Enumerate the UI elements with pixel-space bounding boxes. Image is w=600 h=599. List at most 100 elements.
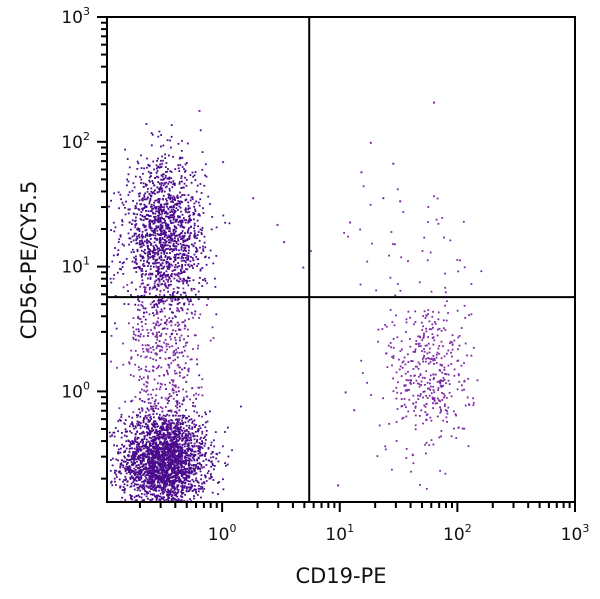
data-point: [141, 301, 144, 304]
data-point: [160, 209, 163, 211]
data-point: [119, 451, 122, 454]
data-point: [148, 462, 151, 465]
data-point: [184, 421, 187, 424]
data-point: [171, 317, 174, 320]
data-point: [153, 493, 155, 496]
data-point: [137, 449, 140, 452]
data-point: [439, 406, 441, 409]
data-point: [139, 318, 142, 320]
data-point: [141, 439, 144, 441]
data-point: [132, 182, 135, 185]
data-point: [167, 488, 169, 491]
data-point: [429, 382, 431, 385]
data-point: [135, 458, 138, 461]
data-point: [400, 256, 403, 259]
data-point: [138, 317, 141, 320]
data-point: [384, 448, 387, 451]
data-point: [398, 368, 401, 371]
data-point: [174, 266, 176, 269]
data-point: [144, 236, 147, 238]
data-point: [184, 452, 187, 455]
data-point: [143, 468, 145, 470]
data-point: [160, 318, 163, 321]
data-point: [165, 181, 168, 184]
data-point: [408, 389, 410, 391]
data-point: [119, 268, 121, 270]
data-point: [145, 438, 148, 441]
data-point: [155, 352, 158, 355]
data-point: [166, 327, 169, 330]
data-point: [189, 434, 192, 436]
data-point: [162, 144, 165, 147]
data-point: [173, 458, 176, 461]
data-point: [133, 470, 136, 473]
data-point: [152, 262, 154, 265]
data-point: [182, 414, 184, 417]
data-point: [451, 344, 454, 346]
data-point: [161, 467, 164, 470]
data-point: [193, 450, 195, 453]
data-point: [159, 480, 162, 482]
data-point: [170, 239, 172, 242]
data-point: [123, 467, 126, 470]
data-point: [194, 334, 197, 337]
data-point: [201, 440, 203, 442]
data-point: [142, 219, 145, 222]
data-point: [184, 439, 187, 442]
data-point: [194, 464, 197, 466]
data-point: [169, 466, 172, 469]
data-point: [155, 388, 158, 390]
data-point: [205, 430, 208, 432]
data-point: [166, 424, 169, 426]
data-point: [392, 346, 395, 349]
data-point: [201, 467, 204, 469]
data-point: [154, 231, 156, 234]
data-point: [177, 328, 180, 331]
data-point: [184, 199, 187, 202]
data-point: [172, 463, 175, 466]
data-point: [136, 452, 138, 455]
data-point: [409, 338, 411, 340]
data-point: [155, 334, 158, 337]
data-point: [174, 475, 177, 478]
data-point: [153, 378, 156, 381]
data-point: [169, 230, 171, 233]
data-point: [161, 346, 164, 349]
data-point: [177, 324, 179, 327]
data-point: [153, 420, 156, 423]
data-point: [197, 231, 200, 233]
data-point: [137, 456, 139, 458]
data-point: [189, 398, 191, 401]
data-point: [164, 338, 167, 341]
data-point: [409, 345, 412, 348]
data-point: [444, 272, 446, 275]
data-point: [143, 294, 146, 297]
data-point: [190, 439, 193, 442]
data-point: [166, 267, 169, 270]
data-point: [168, 176, 171, 179]
data-point: [122, 273, 125, 275]
data-point: [149, 442, 152, 444]
data-point: [161, 497, 163, 500]
data-point: [187, 462, 190, 465]
data-point: [150, 265, 152, 268]
data-point: [178, 469, 180, 472]
data-point: [143, 499, 145, 501]
data-point: [170, 488, 173, 491]
data-point: [174, 411, 177, 413]
data-point: [147, 482, 149, 485]
data-point: [204, 435, 206, 438]
data-point: [427, 336, 429, 338]
data-point: [197, 450, 199, 452]
data-point: [416, 382, 419, 385]
data-point: [177, 274, 179, 276]
data-point: [390, 346, 392, 349]
data-point: [428, 320, 431, 323]
data-point: [194, 232, 196, 235]
data-point: [140, 295, 143, 297]
data-point: [132, 451, 135, 454]
data-point: [189, 458, 192, 461]
data-point: [184, 463, 187, 466]
data-point: [196, 439, 198, 442]
data-point: [148, 413, 151, 416]
